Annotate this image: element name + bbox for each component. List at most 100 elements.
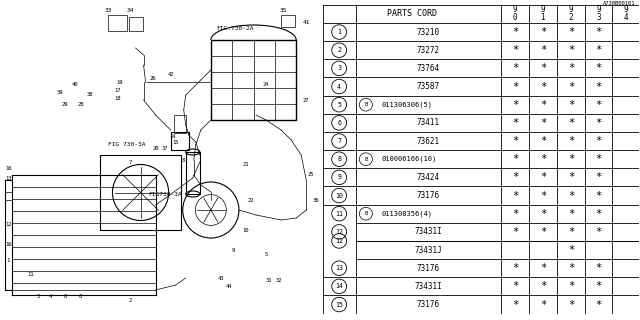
- Text: *: *: [512, 82, 518, 92]
- Text: 14: 14: [170, 133, 176, 139]
- Text: *: *: [540, 281, 546, 291]
- Text: *: *: [512, 190, 518, 201]
- Text: *: *: [540, 82, 546, 92]
- Text: 73210: 73210: [417, 28, 440, 36]
- Text: 12: 12: [335, 229, 343, 235]
- Text: *: *: [595, 263, 602, 273]
- Text: *: *: [595, 100, 602, 110]
- Text: 9: 9: [231, 247, 234, 252]
- Text: *: *: [568, 245, 574, 255]
- Text: 8: 8: [182, 157, 186, 163]
- Text: 8: 8: [337, 156, 341, 162]
- Text: *: *: [568, 82, 574, 92]
- Text: 35: 35: [280, 7, 287, 12]
- Text: 31: 31: [266, 277, 273, 283]
- Text: 73176: 73176: [417, 300, 440, 309]
- Text: FIG.730-2A: FIG.730-2A: [216, 26, 253, 30]
- Text: B: B: [364, 211, 367, 216]
- Bar: [108, 15, 127, 31]
- Text: *: *: [512, 45, 518, 55]
- Text: 27: 27: [303, 98, 310, 102]
- Text: *: *: [568, 300, 574, 309]
- Text: 2: 2: [129, 298, 132, 302]
- Text: 9
4: 9 4: [623, 5, 628, 22]
- Text: 73411: 73411: [417, 118, 440, 127]
- Text: 16: 16: [4, 165, 12, 171]
- Text: *: *: [568, 154, 574, 164]
- Text: *: *: [540, 227, 546, 237]
- Text: *: *: [568, 227, 574, 237]
- Bar: [281, 15, 295, 27]
- Text: 28: 28: [77, 102, 84, 108]
- Text: *: *: [540, 263, 546, 273]
- Text: *: *: [512, 209, 518, 219]
- Text: *: *: [540, 136, 546, 146]
- Text: 11: 11: [27, 273, 33, 277]
- Text: 5: 5: [337, 102, 341, 108]
- Text: 41: 41: [303, 20, 310, 25]
- Text: 73176: 73176: [417, 264, 440, 273]
- Text: 9
0: 9 0: [513, 5, 517, 22]
- Text: 34: 34: [127, 7, 134, 12]
- Text: *: *: [540, 118, 546, 128]
- Text: 010006166(10): 010006166(10): [381, 156, 436, 163]
- Text: 9
2: 9 2: [568, 5, 573, 22]
- Text: *: *: [512, 227, 518, 237]
- Text: *: *: [595, 154, 602, 164]
- Text: 16: 16: [4, 243, 12, 247]
- Text: PARTS CORD: PARTS CORD: [387, 9, 437, 18]
- Text: *: *: [512, 300, 518, 309]
- Text: B: B: [364, 102, 367, 107]
- Text: 4: 4: [337, 84, 341, 90]
- Text: *: *: [595, 82, 602, 92]
- Text: 7: 7: [337, 138, 341, 144]
- Text: 3: 3: [337, 65, 341, 71]
- Text: 73424: 73424: [417, 173, 440, 182]
- Text: 12: 12: [4, 222, 12, 228]
- Text: *: *: [595, 209, 602, 219]
- Text: 39: 39: [57, 91, 63, 95]
- Text: 73764: 73764: [417, 64, 440, 73]
- Text: *: *: [512, 63, 518, 73]
- Text: *: *: [512, 118, 518, 128]
- Text: *: *: [595, 27, 602, 37]
- Text: 42: 42: [168, 73, 174, 77]
- Text: *: *: [512, 263, 518, 273]
- Text: 19: 19: [116, 81, 123, 85]
- Text: *: *: [568, 63, 574, 73]
- Text: 5: 5: [264, 252, 268, 258]
- Text: *: *: [540, 63, 546, 73]
- Text: *: *: [512, 100, 518, 110]
- Bar: [186, 152, 200, 194]
- Bar: [171, 132, 189, 150]
- Text: *: *: [595, 172, 602, 182]
- Text: 13: 13: [335, 265, 343, 271]
- Text: FIG 730-3A: FIG 730-3A: [108, 142, 146, 148]
- Text: 20: 20: [152, 146, 159, 150]
- Text: *: *: [595, 300, 602, 309]
- Text: *: *: [568, 281, 574, 291]
- Text: *: *: [512, 172, 518, 182]
- Bar: [100, 155, 180, 230]
- Text: 29: 29: [62, 102, 68, 108]
- Text: *: *: [568, 118, 574, 128]
- Text: 9
1: 9 1: [541, 5, 545, 22]
- Text: 24: 24: [263, 83, 269, 87]
- Text: 73272: 73272: [417, 46, 440, 55]
- Text: *: *: [595, 136, 602, 146]
- Text: *: *: [568, 136, 574, 146]
- Text: 011308356(4): 011308356(4): [381, 211, 432, 217]
- Text: 73587: 73587: [417, 82, 440, 91]
- Text: *: *: [540, 154, 546, 164]
- Text: 9
3: 9 3: [596, 5, 601, 22]
- Text: 33: 33: [105, 7, 112, 12]
- Text: *: *: [568, 45, 574, 55]
- Text: 6: 6: [63, 293, 67, 299]
- Bar: [323, 223, 356, 259]
- Text: 38: 38: [87, 92, 93, 98]
- Text: 73621: 73621: [417, 137, 440, 146]
- Text: 17: 17: [114, 89, 121, 93]
- Bar: [129, 17, 143, 31]
- Text: 32: 32: [276, 277, 282, 283]
- Text: 11: 11: [335, 211, 343, 217]
